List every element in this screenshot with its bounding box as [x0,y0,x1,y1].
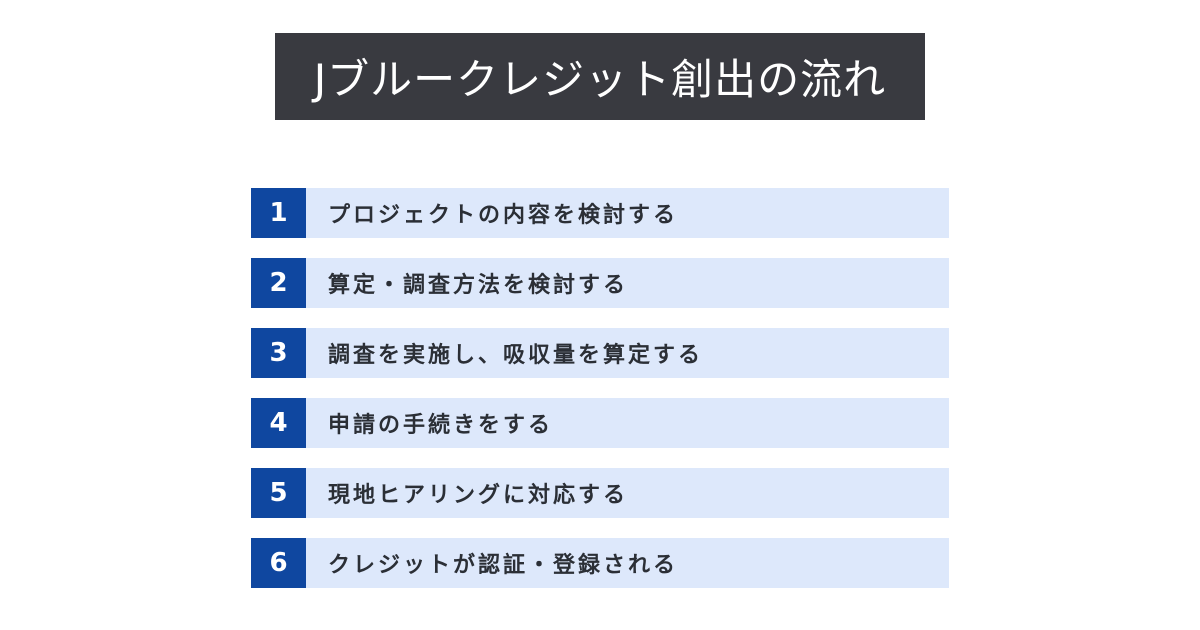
step-number: 5 [251,468,306,518]
step-row: 3 調査を実施し、吸収量を算定する [251,328,949,378]
step-row: 4 申請の手続きをする [251,398,949,448]
step-number: 4 [251,398,306,448]
step-label: プロジェクトの内容を検討する [328,203,679,228]
step-row: 1 プロジェクトの内容を検討する [251,188,949,238]
step-label: 算定・調査方法を検討する [328,273,629,298]
step-label: クレジットが認証・登録される [328,553,679,578]
step-number: 6 [251,538,306,588]
page-title: Jブルークレジット創出の流れ [275,33,925,120]
step-label: 現地ヒアリングに対応する [328,483,629,508]
step-label: 調査を実施し、吸収量を算定する [328,343,704,368]
step-row: 6 クレジットが認証・登録される [251,538,949,588]
step-row: 5 現地ヒアリングに対応する [251,468,949,518]
step-row: 2 算定・調査方法を検討する [251,258,949,308]
step-number: 3 [251,328,306,378]
step-label: 申請の手続きをする [328,413,554,438]
step-list: 1 プロジェクトの内容を検討する 2 算定・調査方法を検討する 3 調査を実施し… [251,188,949,608]
step-number: 2 [251,258,306,308]
step-number: 1 [251,188,306,238]
